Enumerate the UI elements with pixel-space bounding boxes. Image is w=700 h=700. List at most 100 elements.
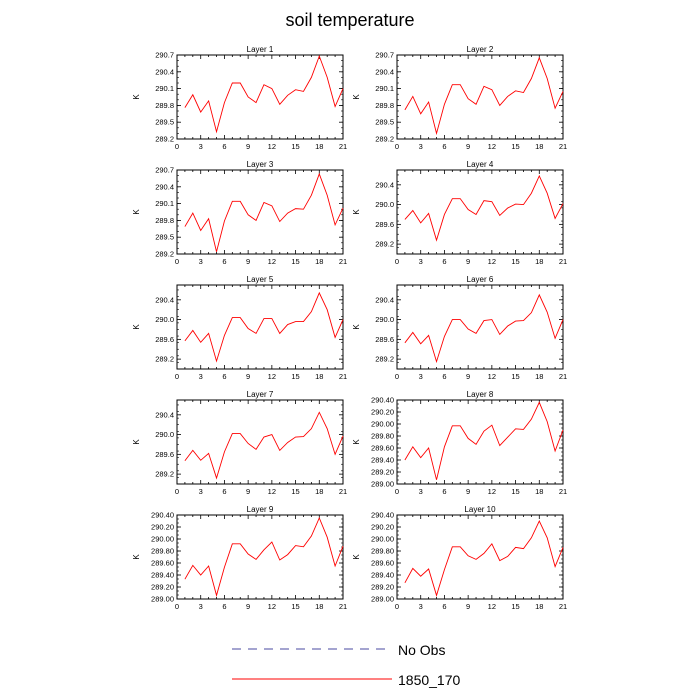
x-tick-label: 6 [442,257,446,266]
x-tick-label: 21 [559,487,567,496]
series-line-1850-170 [404,293,564,364]
y-tick-label: 290.20 [151,523,174,532]
y-tick-label: 290.1 [155,84,174,93]
panel-title: Layer 8 [467,390,494,399]
panel-title: Layer 1 [247,45,274,54]
panel-layer-7: Layer 7 K 0 3 6 9 12 15 18 21 289.2 289.6 290.0 290.4 [132,390,347,496]
x-tick-label: 9 [466,142,470,151]
x-tick-label: 15 [511,602,519,611]
plot-frame [396,514,564,600]
x-tick-label: 12 [488,487,496,496]
y-tick-label: 290.0 [375,315,394,324]
y-axis-label: K [352,209,361,215]
y-tick-label: 289.40 [151,571,174,580]
panel-layer-6: Layer 6 K 0 3 6 9 12 15 18 21 289.2 289.6 290.0 290.4 [352,275,567,381]
y-tick-label: 290.20 [371,523,394,532]
y-tick-label: 290.7 [155,51,174,60]
x-tick-label: 12 [268,142,276,151]
y-tick-label: 290.4 [375,67,394,76]
panel-layer-9: Layer 9 K 0 3 6 9 12 15 18 21 289.00 289.20 289.40 28… [132,505,347,611]
x-tick-label: 9 [246,602,250,611]
plot-frame [396,284,564,370]
y-tick-label: 289.6 [155,335,174,344]
x-tick-label: 6 [222,257,226,266]
x-tick-label: 15 [291,257,299,266]
y-tick-label: 289.2 [375,135,394,144]
y-axis-label: K [132,554,141,560]
x-tick-label: 9 [246,257,250,266]
series-line-1850-170 [404,174,564,242]
y-tick-label: 290.0 [375,200,394,209]
y-tick-label: 289.20 [371,583,394,592]
y-tick-label: 290.4 [155,67,174,76]
y-tick-label: 289.60 [371,444,394,453]
x-tick-label: 9 [466,602,470,611]
x-tick-label: 21 [339,602,347,611]
x-tick-label: 21 [559,142,567,151]
y-tick-label: 289.2 [155,135,174,144]
y-tick-label: 290.1 [375,84,394,93]
x-tick-label: 0 [175,487,179,496]
x-tick-label: 3 [199,142,203,151]
y-tick-label: 289.2 [375,355,394,364]
plot-frame [396,399,564,485]
y-tick-label: 289.5 [375,118,394,127]
x-tick-label: 0 [175,257,179,266]
plot-frame [176,284,344,370]
panel-title: Layer 7 [247,390,274,399]
y-tick-label: 289.6 [375,335,394,344]
y-axis-label: K [132,439,141,445]
x-tick-label: 21 [559,372,567,381]
y-tick-label: 290.40 [371,511,394,520]
x-tick-label: 3 [199,602,203,611]
plot-frame [176,54,344,140]
x-tick-label: 6 [222,372,226,381]
y-axis-label: K [132,324,141,330]
x-tick-label: 0 [395,487,399,496]
panel-layer-8: Layer 8 K 0 3 6 9 12 15 18 21 289.00 289.20 289.40 28… [352,390,567,496]
x-tick-label: 12 [488,257,496,266]
y-axis-label: K [132,94,141,100]
x-tick-label: 18 [535,142,543,151]
x-tick-label: 3 [419,142,423,151]
series-line-1850-170 [404,519,564,597]
y-tick-label: 289.2 [155,355,174,364]
x-tick-label: 21 [559,602,567,611]
x-tick-label: 15 [511,142,519,151]
y-tick-label: 290.40 [371,396,394,405]
y-tick-label: 289.40 [371,456,394,465]
y-tick-label: 289.8 [375,101,394,110]
panel-layer-1: Layer 1 K 0 3 6 9 12 15 18 21 289.2 289.5 289.8 290.1… [132,45,347,151]
x-tick-label: 6 [442,487,446,496]
x-tick-label: 12 [268,372,276,381]
y-tick-label: 289.60 [371,559,394,568]
plot-frame [396,169,564,255]
x-tick-label: 18 [315,257,323,266]
x-tick-label: 9 [246,142,250,151]
series-line-1850-170 [404,56,564,136]
x-tick-label: 6 [222,142,226,151]
y-tick-label: 289.00 [151,595,174,604]
plot-frame [176,169,344,255]
y-tick-label: 290.0 [155,430,174,439]
x-tick-label: 6 [222,487,226,496]
series-line-1850-170 [184,516,344,598]
x-tick-label: 9 [466,487,470,496]
y-tick-label: 290.7 [155,166,174,175]
x-tick-label: 18 [315,372,323,381]
y-axis-label: K [352,439,361,445]
y-tick-label: 289.2 [155,250,174,259]
y-tick-label: 289.5 [155,118,174,127]
y-axis-label: K [132,209,141,215]
legend: No Obs 1850_170 [232,642,461,688]
x-tick-label: 15 [511,487,519,496]
panel-layer-10: Layer 10 K 0 3 6 9 12 15 18 21 289.00 289.20 289.40 2… [352,505,567,611]
x-tick-label: 0 [395,602,399,611]
y-axis-label: K [352,94,361,100]
figure-title: soil temperature [285,10,414,30]
panel-layer-2: Layer 2 K 0 3 6 9 12 15 18 21 289.2 289.5 289.8 290.1… [352,45,567,151]
x-tick-label: 3 [199,372,203,381]
y-tick-label: 289.8 [155,101,174,110]
x-tick-label: 6 [222,602,226,611]
